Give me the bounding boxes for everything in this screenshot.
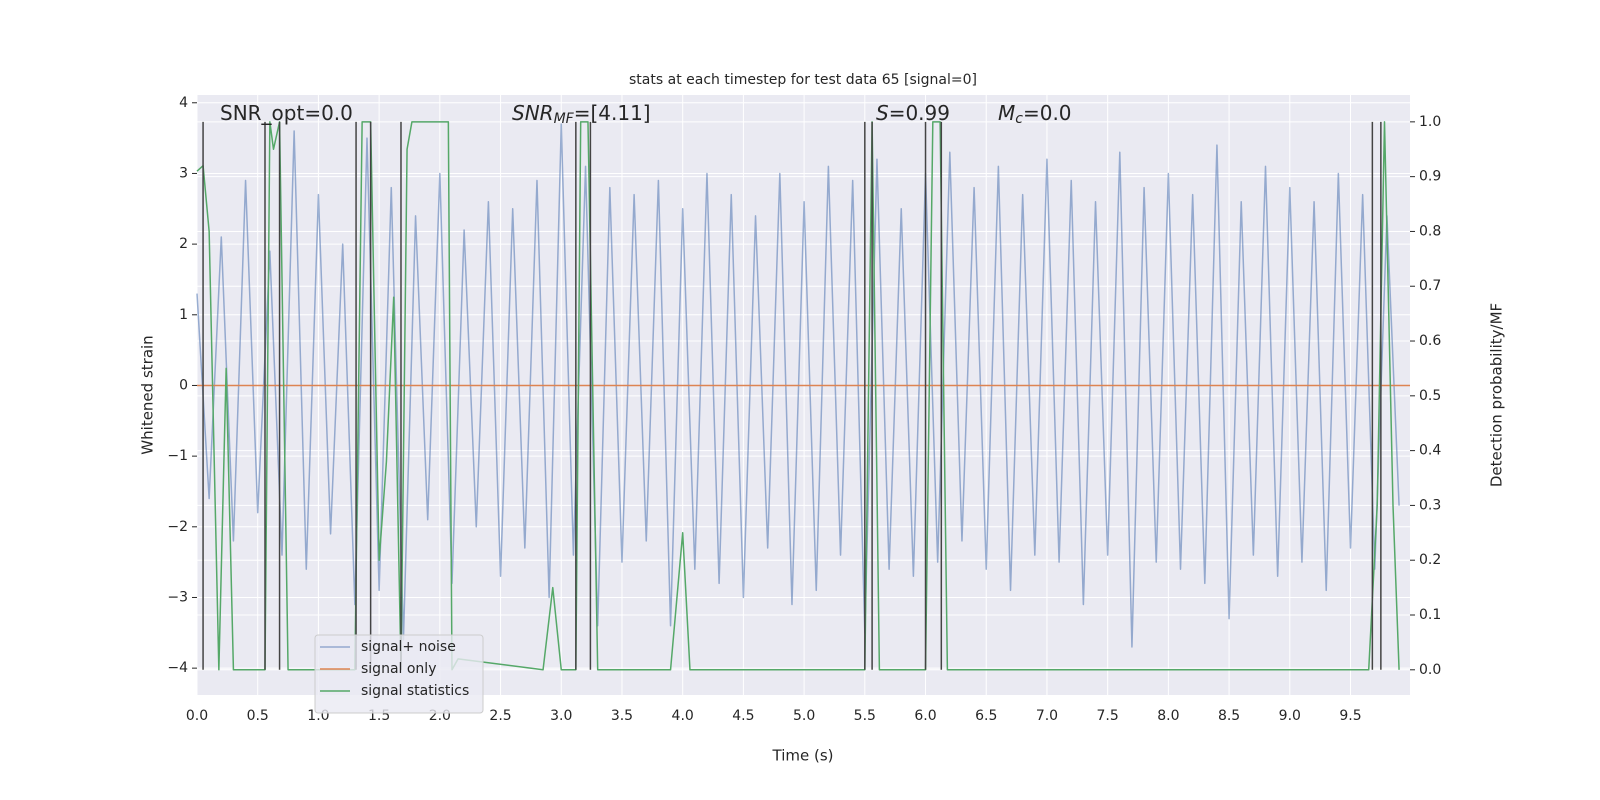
- annotation-tail: =0.99: [889, 101, 950, 125]
- annotation: Mc=0.0: [998, 101, 1072, 128]
- legend-label: signal statistics: [361, 683, 469, 699]
- y-tick-label: 2: [179, 236, 188, 252]
- y2-tick-label: 0.7: [1419, 278, 1441, 294]
- y2-tick-label: 0.3: [1419, 497, 1441, 513]
- x-tick-label: 7.0: [1036, 708, 1058, 724]
- x-tick-label: 4.5: [732, 708, 754, 724]
- y2-tick-label: 0.9: [1419, 169, 1441, 185]
- x-tick-label: 3.0: [550, 708, 572, 724]
- y2-tick-label: 0.6: [1419, 333, 1441, 349]
- y-tick-label: 0: [179, 377, 188, 393]
- y2-axis-label: Detection probability/MF: [1488, 303, 1506, 487]
- annotation-base: SNR_opt=0.0: [220, 101, 353, 125]
- legend: signal+ noise signal only signal statistic…: [314, 634, 484, 714]
- x-tick-label: 6.5: [975, 708, 997, 724]
- x-tick-label: 5.0: [793, 708, 815, 724]
- annotation-base: M: [998, 101, 1015, 125]
- chart-title: stats at each timestep for test data 65 …: [629, 72, 977, 88]
- y-tick-label: −2: [167, 519, 188, 535]
- x-tick-label: 8.0: [1157, 708, 1179, 724]
- x-tick-label: 9.5: [1339, 708, 1361, 724]
- x-tick-label: 5.5: [854, 708, 876, 724]
- y2-tick-label: 0.8: [1419, 223, 1441, 239]
- annotation-base: S: [876, 101, 889, 125]
- x-tick-label: 8.5: [1218, 708, 1240, 724]
- x-tick-label: 0.5: [247, 708, 269, 724]
- y2-tick-label: 0.4: [1419, 443, 1441, 459]
- y-tick-label: 3: [179, 165, 188, 181]
- annotation-tail: =0.0: [1023, 101, 1072, 125]
- legend-box: [314, 634, 484, 714]
- y2-tick-label: 0.2: [1419, 552, 1441, 568]
- x-tick-label: 9.0: [1279, 708, 1301, 724]
- annotation-sub: MF: [554, 111, 575, 127]
- annotation-sub: c: [1015, 111, 1023, 127]
- series-line: [196, 123, 1400, 648]
- y-tick-label: −1: [167, 448, 188, 464]
- y-tick-label: 4: [179, 95, 188, 111]
- y-tick-label: 1: [179, 307, 188, 323]
- x-tick-label: 2.5: [489, 708, 511, 724]
- annotation: SNRMF=[4.11]: [512, 101, 651, 128]
- x-tick-label: 7.5: [1097, 708, 1119, 724]
- legend-label: signal only: [361, 661, 436, 677]
- y-tick-label: −4: [167, 660, 188, 676]
- legend-label: signal+ noise: [361, 639, 456, 655]
- y-axis-label: Whitened strain: [139, 335, 157, 454]
- y2-tick-label: 0.1: [1419, 607, 1441, 623]
- x-axis-label: Time (s): [772, 747, 834, 765]
- annotation-base: SNR: [512, 101, 554, 125]
- annotation: S=0.99: [876, 101, 950, 125]
- y-tick-label: −3: [167, 589, 188, 605]
- x-tick-label: 4.0: [672, 708, 694, 724]
- y2-tick-label: 0.5: [1419, 388, 1441, 404]
- y2-tick-label: 0.0: [1419, 662, 1441, 678]
- x-tick-label: 0.0: [186, 708, 208, 724]
- x-tick-label: 6.0: [914, 708, 936, 724]
- y2-tick-label: 1.0: [1419, 114, 1441, 130]
- annotation: SNR_opt=0.0: [220, 101, 353, 125]
- annotation-tail: =[4.11]: [574, 101, 651, 125]
- x-tick-label: 3.5: [611, 708, 633, 724]
